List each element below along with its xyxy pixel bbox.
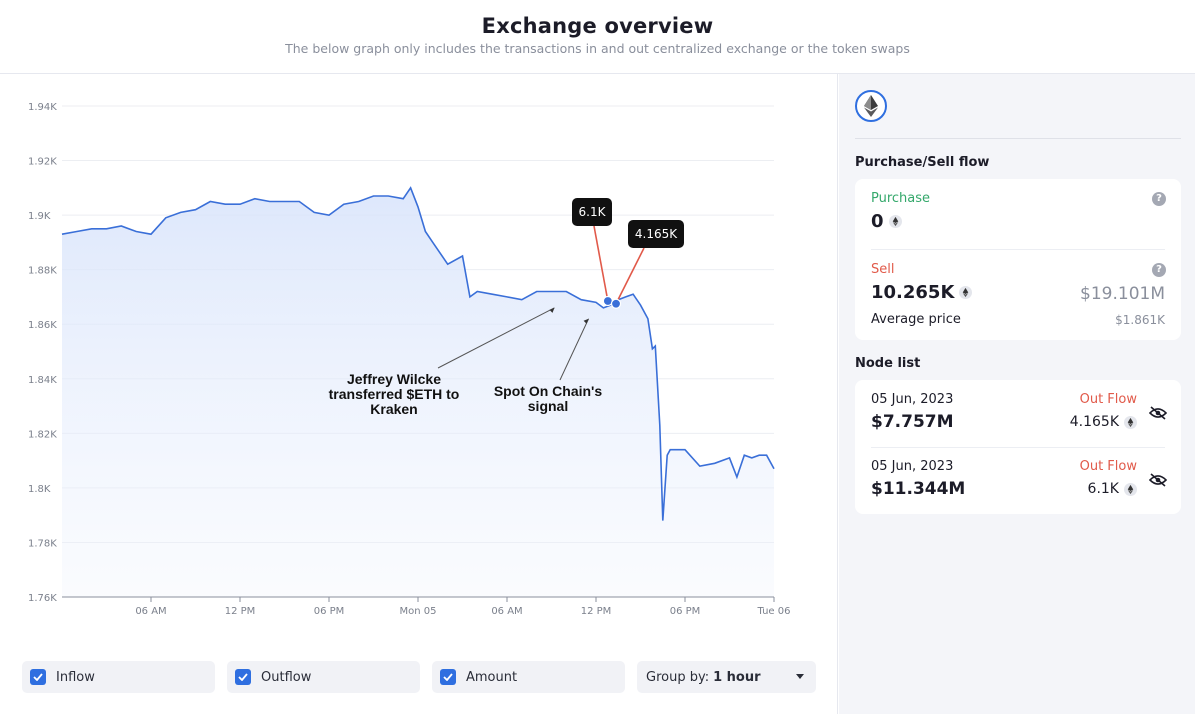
y-tick-label: 1.92K: [28, 157, 57, 168]
y-tick-label: 1.86K: [28, 320, 57, 331]
average-price-label: Average price: [871, 312, 961, 327]
chart-panel: 1.76K 1.78K 1.8K 1.82K 1.84K 1.86K 1.88K 1.9K 1.…: [0, 74, 838, 714]
chart-controls: Inflow Outflow Amount Group by: 1 hour: [22, 661, 816, 693]
divider: [871, 447, 1165, 448]
x-tick-label: 12 PM: [225, 606, 256, 617]
marker-callout: [628, 220, 684, 248]
eth-icon: [959, 286, 973, 299]
node-date: 05 Jun, 2023: [871, 459, 954, 474]
y-tick-label: 1.82K: [28, 429, 57, 440]
sell-value-row: 10.265K: [871, 282, 973, 303]
eye-off-icon[interactable]: [1149, 406, 1167, 420]
y-tick-label: 1.9K: [28, 211, 51, 222]
sell-label: Sell: [871, 262, 895, 277]
x-tick-label: Mon 05: [400, 606, 437, 617]
page-subtitle: The below graph only includes the transa…: [285, 41, 910, 56]
node-usd: $11.344M: [871, 479, 966, 499]
purchase-value-row: 0: [871, 211, 902, 232]
chevron-down-icon: [796, 674, 804, 679]
x-tick-label: 06 AM: [135, 606, 166, 617]
marker-connector: [615, 247, 645, 305]
node-amount-row: 4.165K: [1070, 414, 1137, 430]
purchase-label: Purchase: [871, 191, 931, 206]
annotation-text: Jeffrey Wilcke transferred $ETH to Kraken: [329, 371, 460, 417]
marker-label: 6.1K: [579, 205, 607, 219]
marker-connector: [593, 225, 609, 302]
divider: [871, 249, 1165, 250]
y-tick-label: 1.84K: [28, 375, 57, 386]
amount-toggle[interactable]: Amount: [432, 661, 625, 693]
node-usd: $7.757M: [871, 412, 954, 432]
flow-title: Purchase/Sell flow: [855, 155, 990, 170]
help-icon[interactable]: ?: [1152, 192, 1166, 206]
sell-value: 10.265K: [871, 282, 955, 303]
page-header: Exchange overview The below graph only i…: [0, 0, 1195, 74]
x-tick-label: 12 PM: [581, 606, 612, 617]
y-tick-label: 1.76K: [28, 593, 57, 604]
ethereum-icon[interactable]: [855, 90, 887, 122]
marker-callout: [572, 198, 612, 226]
node-amount: 4.165K: [1069, 414, 1119, 430]
average-price-value: $1.861K: [1115, 313, 1165, 327]
node-flow: Out Flow: [1079, 392, 1137, 407]
page-title: Exchange overview: [481, 14, 714, 38]
y-tick-label: 1.94K: [28, 102, 57, 113]
node-row[interactable]: 05 Jun, 2023 $7.757M Out Flow 4.165K: [855, 380, 1181, 447]
sidebar: Purchase/Sell flow Purchase ? 0 Sell ? 1…: [839, 74, 1195, 714]
annotation-arrowhead: [583, 318, 589, 324]
eth-icon: [1124, 415, 1137, 429]
x-tick-label: 06 PM: [314, 606, 345, 617]
node-amount: 6.1K: [1087, 481, 1119, 497]
node-date: 05 Jun, 2023: [871, 392, 954, 407]
x-tick-label: 06 AM: [491, 606, 522, 617]
y-tick-label: 1.88K: [28, 266, 57, 277]
price-line: [61, 186, 775, 521]
help-icon[interactable]: ?: [1152, 263, 1166, 277]
eth-icon: [1124, 482, 1137, 496]
outflow-label: Outflow: [261, 669, 312, 685]
outflow-checkbox[interactable]: [235, 669, 251, 685]
inflow-checkbox[interactable]: [30, 669, 46, 685]
x-tick-label: 06 PM: [670, 606, 701, 617]
eth-icon: [888, 215, 902, 228]
flow-card: Purchase ? 0 Sell ? 10.265K $19.101M Ave…: [855, 179, 1181, 340]
marker-label: 4.165K: [635, 227, 678, 241]
node-list-title: Node list: [855, 356, 921, 371]
outflow-toggle[interactable]: Outflow: [227, 661, 420, 693]
node-flow: Out Flow: [1079, 459, 1137, 474]
amount-label: Amount: [466, 669, 518, 685]
inflow-label: Inflow: [56, 669, 95, 685]
node-amount-row: 6.1K: [1088, 481, 1137, 497]
annotation-arrow: [437, 307, 555, 369]
node-list-card: 05 Jun, 2023 $7.757M Out Flow 4.165K 05 …: [855, 380, 1181, 514]
eye-off-icon[interactable]: [1149, 473, 1167, 487]
y-tick-label: 1.78K: [28, 538, 57, 549]
annotation-arrow: [559, 318, 590, 381]
purchase-value: 0: [871, 211, 884, 232]
price-area: [62, 187, 774, 598]
x-tick-label: Tue 06: [757, 606, 791, 617]
divider: [855, 138, 1181, 139]
amount-checkbox[interactable]: [440, 669, 456, 685]
marker-dot: [610, 298, 622, 309]
sell-usd: $19.101M: [1080, 284, 1165, 304]
annotation-text: Spot On Chain's signal: [494, 383, 603, 414]
group-by-value: 1 hour: [713, 669, 761, 685]
node-row[interactable]: 05 Jun, 2023 $11.344M Out Flow 6.1K: [855, 447, 1181, 514]
inflow-toggle[interactable]: Inflow: [22, 661, 215, 693]
annotation-arrowhead: [549, 307, 555, 313]
group-by-label: Group by:: [646, 669, 710, 685]
group-by-select[interactable]: Group by: 1 hour: [637, 661, 816, 693]
y-tick-label: 1.8K: [28, 484, 51, 495]
price-chart[interactable]: 1.76K 1.78K 1.8K 1.82K 1.84K 1.86K 1.88K 1.9K 1.…: [0, 74, 838, 654]
